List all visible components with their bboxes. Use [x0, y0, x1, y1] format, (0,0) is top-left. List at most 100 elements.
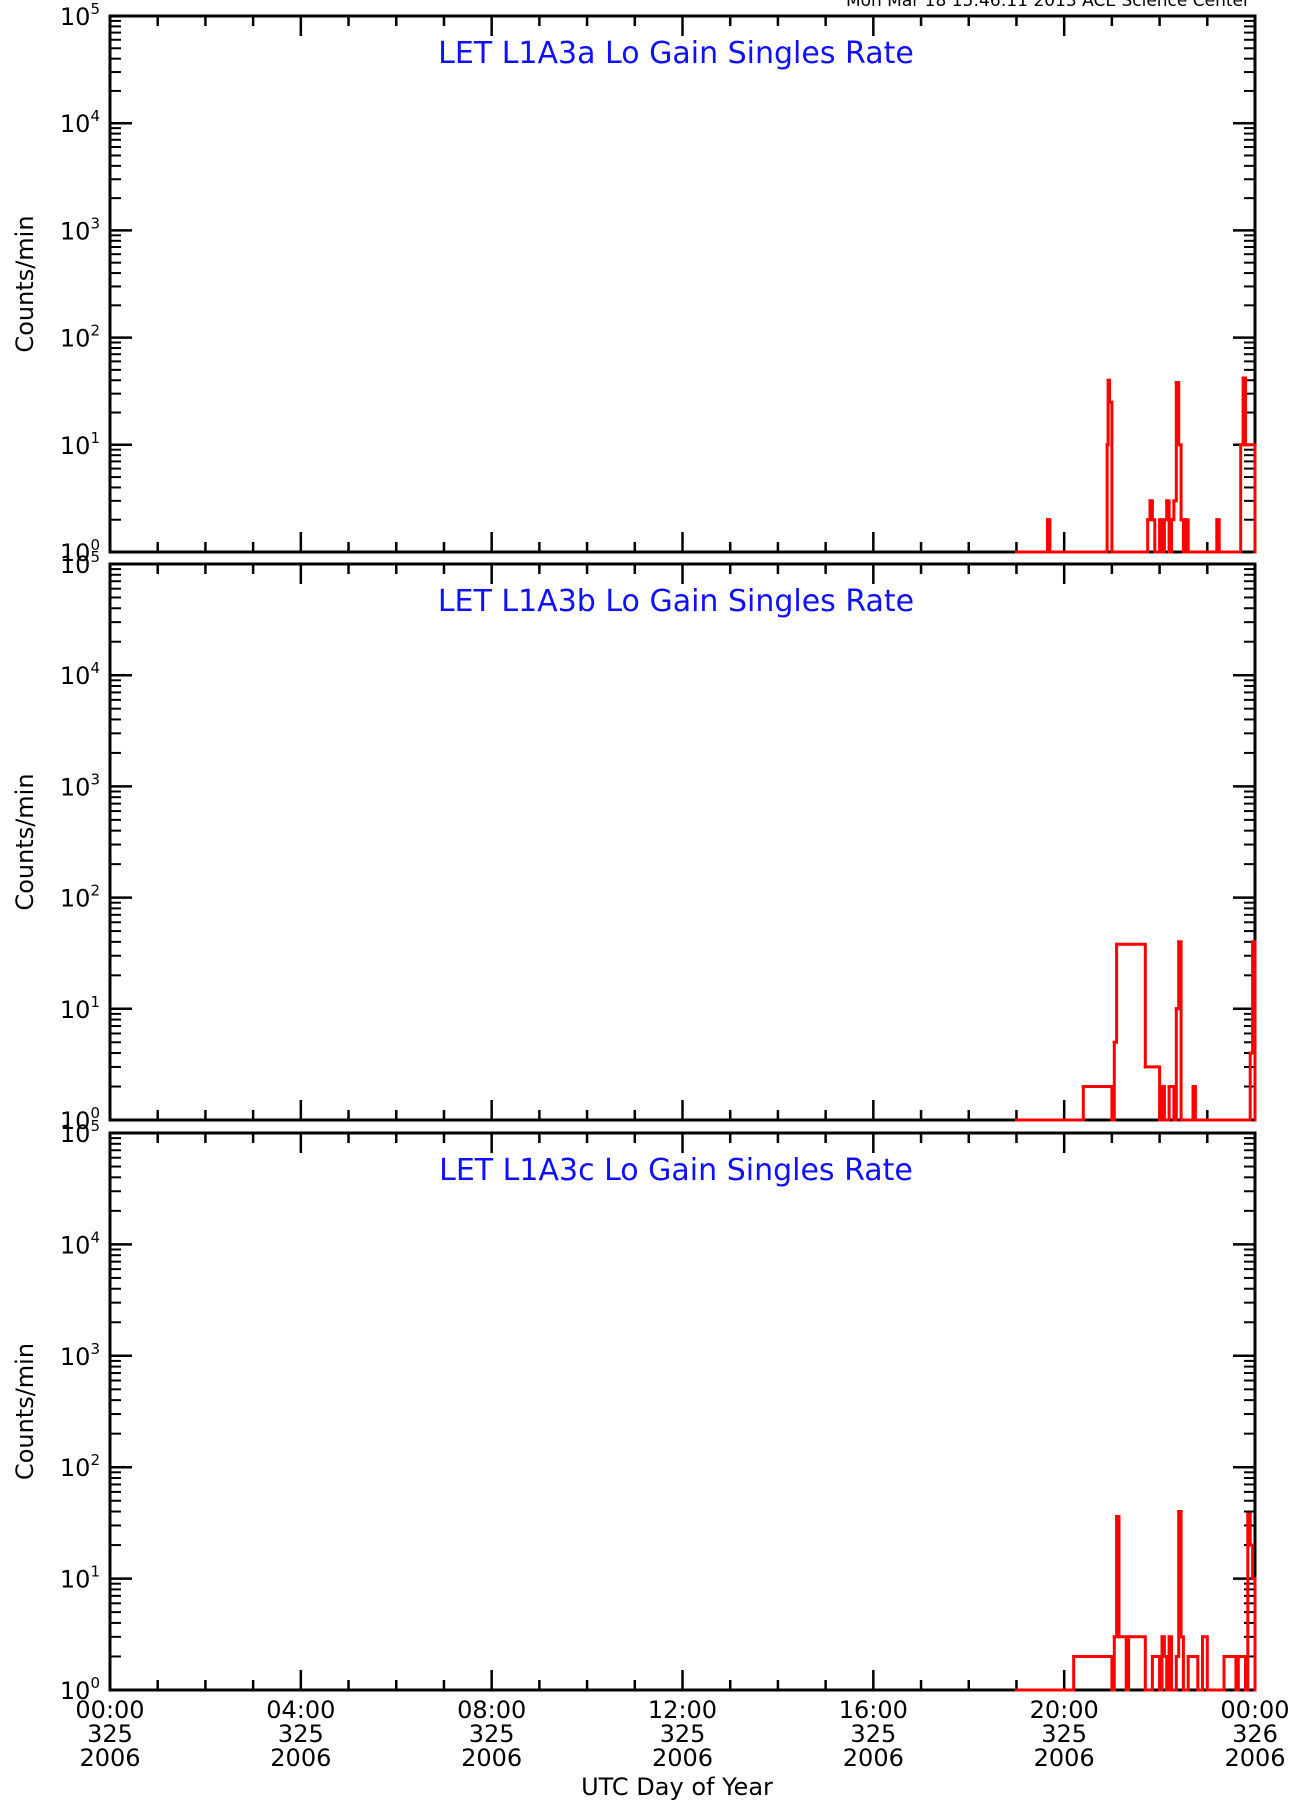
data-point — [1205, 1688, 1209, 1692]
data-point — [1153, 550, 1157, 554]
data-point — [1181, 550, 1185, 554]
data-point — [1174, 381, 1178, 385]
data-point — [1048, 550, 1052, 554]
data-point — [1150, 1654, 1154, 1658]
y-tick-label: 105 — [60, 1117, 100, 1148]
y-tick-label: 102 — [60, 882, 100, 913]
data-point — [1246, 1512, 1250, 1516]
data-point — [1076, 1118, 1080, 1122]
data-point — [1167, 1635, 1171, 1639]
data-point — [1177, 940, 1181, 944]
data-point — [1167, 550, 1171, 554]
data-point — [1248, 1543, 1252, 1547]
data-point — [1172, 499, 1176, 503]
data-point — [1081, 1085, 1085, 1089]
data-point — [1205, 1118, 1209, 1122]
y-axis-title: Counts/min — [11, 215, 39, 352]
data-point — [1241, 376, 1245, 380]
data-point — [1201, 1635, 1205, 1639]
data-point — [1215, 518, 1219, 522]
data-point — [1105, 443, 1109, 447]
data-point — [1045, 518, 1049, 522]
data-point — [1117, 1635, 1121, 1639]
data-point — [1234, 1688, 1238, 1692]
x-tick-day: 325 — [660, 1720, 706, 1748]
y-tick-label: 105 — [60, 548, 100, 579]
data-point — [1243, 443, 1247, 447]
data-point — [1162, 1654, 1166, 1658]
y-tick-label: 104 — [60, 1228, 100, 1259]
x-tick-time: 12:00 — [648, 1696, 717, 1724]
data-point — [1205, 550, 1209, 554]
x-tick-day: 325 — [278, 1720, 324, 1748]
data-point — [1181, 1688, 1185, 1692]
data-point — [1186, 1654, 1190, 1658]
chart-panels: LET L1A3a Lo Gain Singles Rate Counts/min… — [11, 0, 1257, 1705]
y-tick-label: 104 — [60, 659, 100, 690]
x-tick-day: 325 — [850, 1720, 896, 1748]
data-point — [1253, 1118, 1257, 1122]
y-tick-label: 101 — [60, 993, 100, 1024]
x-tick-time: 20:00 — [1030, 1696, 1099, 1724]
y-tick-label: 102 — [60, 322, 100, 353]
x-tick-time: 00:00 — [1220, 1696, 1289, 1724]
data-point — [1110, 1118, 1114, 1122]
data-point — [1220, 1688, 1224, 1692]
data-point — [1110, 1688, 1114, 1692]
data-point — [1014, 1118, 1018, 1122]
data-point — [1167, 1085, 1171, 1089]
data-point — [1179, 518, 1183, 522]
data-point — [1253, 550, 1257, 554]
x-tick-time: 00:00 — [75, 1696, 144, 1724]
data-point — [1253, 1688, 1257, 1692]
data-point — [1115, 1515, 1119, 1519]
data-point — [1146, 518, 1150, 522]
x-tick-day: 325 — [87, 1720, 133, 1748]
y-tick-label: 101 — [60, 429, 100, 460]
data-point — [1014, 550, 1018, 554]
data-point — [1165, 499, 1169, 503]
y-tick-label: 105 — [60, 0, 100, 31]
data-point — [1048, 1118, 1052, 1122]
panel-title: LET L1A3a Lo Gain Singles Rate — [438, 36, 914, 71]
data-point — [1110, 550, 1114, 554]
y-tick-label: 104 — [60, 107, 100, 138]
data-point — [1239, 443, 1243, 447]
data-point — [1236, 1654, 1240, 1658]
data-point — [1014, 1688, 1018, 1692]
data-point — [1160, 1085, 1164, 1089]
data-point — [1124, 1688, 1128, 1692]
data-point — [1134, 550, 1138, 554]
data-point — [1067, 1688, 1071, 1692]
y-axis-title: Counts/min — [11, 773, 39, 910]
data-point — [1243, 1688, 1247, 1692]
data-point — [1196, 1688, 1200, 1692]
x-tick-time: 08:00 — [457, 1696, 526, 1724]
data-point — [1112, 1040, 1116, 1044]
data-point — [1217, 550, 1221, 554]
data-point — [1127, 1635, 1131, 1639]
x-tick-time: 16:00 — [839, 1696, 908, 1724]
y-tick-label: 103 — [60, 770, 100, 801]
panel-2: LET L1A3b Lo Gain Singles Rate Counts/min… — [11, 548, 1257, 1135]
data-point — [1251, 1577, 1255, 1581]
data-point — [1251, 940, 1255, 944]
y-tick-label: 103 — [60, 1340, 100, 1371]
data-point — [1072, 1654, 1076, 1658]
data-point — [1112, 1635, 1116, 1639]
data-point — [1179, 1118, 1183, 1122]
data-point — [1086, 550, 1090, 554]
data-point — [1184, 518, 1188, 522]
x-tick-day: 325 — [469, 1720, 515, 1748]
x-tick-year: 2006 — [652, 1744, 713, 1772]
data-point — [1053, 1688, 1057, 1692]
plot-frame — [108, 1131, 1257, 1692]
x-axis-title: UTC Day of Year — [581, 1773, 773, 1801]
data-point — [1162, 518, 1166, 522]
